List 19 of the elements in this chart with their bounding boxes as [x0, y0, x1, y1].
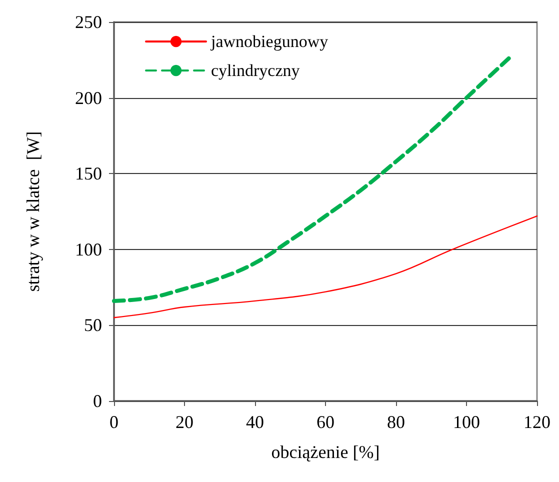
x-tick-label: 120: [524, 412, 550, 432]
x-tick-label: 20: [176, 412, 194, 432]
legend-label: cylindryczny: [211, 61, 300, 80]
x-tick-label: 80: [387, 412, 405, 432]
x-axis-title: obciążenie [%]: [271, 442, 380, 462]
y-tick-label: 200: [75, 88, 102, 108]
y-tick-label: 150: [75, 164, 102, 184]
x-tick-label: 40: [246, 412, 264, 432]
y-tick-label: 0: [93, 391, 102, 411]
y-axis-title: straty w w klatce [W]: [23, 131, 43, 292]
line-series: [113, 215, 538, 318]
y-tick-label: 50: [84, 315, 102, 336]
line-series: [112, 56, 511, 303]
x-tick-label: 60: [316, 412, 334, 432]
legend-label: jawnobiegunowy: [210, 32, 329, 51]
y-tick-label: 100: [75, 239, 102, 260]
x-tick-label: 0: [110, 412, 118, 432]
y-tick-label: 250: [75, 12, 102, 32]
x-tick-label: 100: [453, 412, 480, 432]
